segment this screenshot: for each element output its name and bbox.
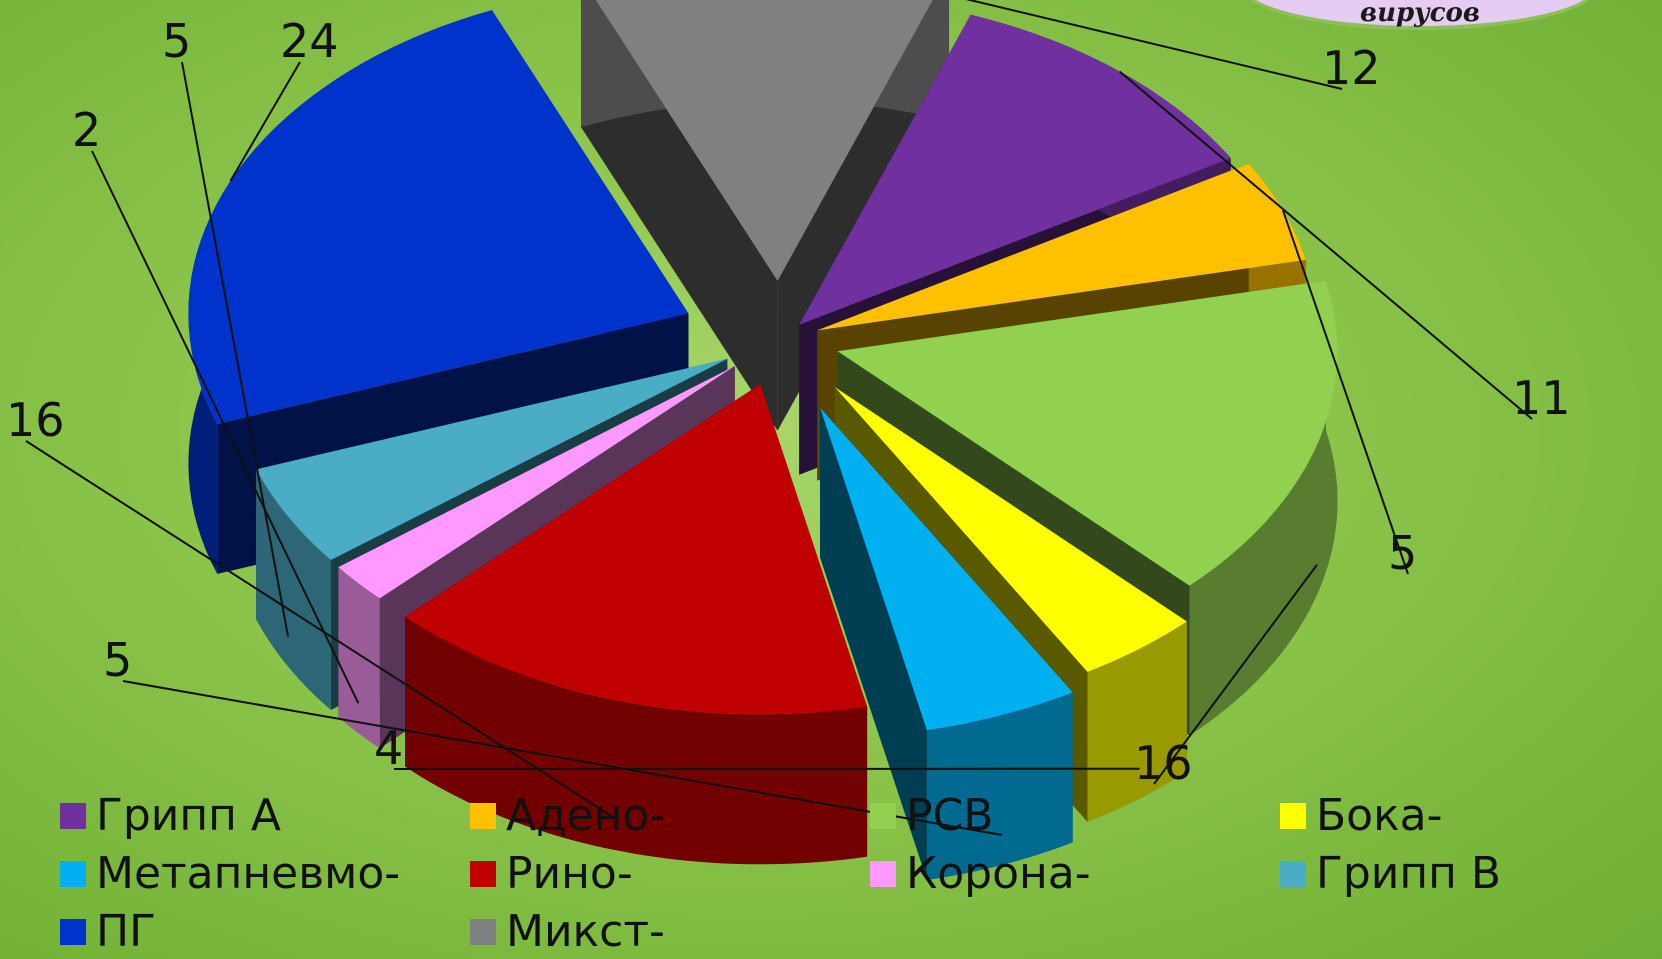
leader-line-10: [965, 0, 1343, 90]
legend-item-9: ПГ: [60, 906, 156, 957]
legend-swatch: [470, 918, 496, 945]
data-label-4: 4: [374, 721, 404, 775]
data-label-10: 12: [1322, 41, 1381, 95]
legend-swatch: [60, 860, 86, 887]
leader-line-7: [91, 150, 360, 704]
legend-item-6: Рино-: [470, 848, 633, 899]
data-label-8: 5: [162, 14, 192, 68]
legend-item-1: Грипп А: [60, 790, 281, 841]
legend-item-8: Грипп В: [1280, 848, 1501, 899]
slice-7-outer-wall: [338, 567, 380, 749]
legend-swatch: [60, 802, 86, 829]
slice-4-top: [834, 387, 1187, 672]
legend-label: Микст-: [506, 906, 665, 957]
data-label-9: 24: [280, 14, 339, 68]
legend-label: Рино-: [506, 848, 633, 899]
slice-6-outer-wall: [405, 616, 868, 865]
data-label-3: 16: [1134, 736, 1193, 790]
legend-label: Адено-: [506, 790, 666, 841]
data-label-5: 5: [103, 633, 133, 687]
data-label-7: 2: [72, 103, 102, 157]
legend-item-3: РСВ: [870, 790, 993, 841]
legend-item-2: Адено-: [470, 790, 665, 841]
legend-label: Бока-: [1316, 790, 1443, 841]
slice-3-top: [837, 280, 1338, 586]
legend-item-5: Метапневмо-: [60, 848, 400, 899]
legend-item-7: Корона-: [870, 848, 1091, 899]
legend-swatch: [1280, 802, 1306, 829]
legend-swatch: [870, 860, 896, 887]
slice-5-outer-wall: [926, 692, 1073, 880]
legend-label: Грипп А: [96, 790, 281, 841]
leader-line-3: [1153, 564, 1318, 785]
legend-swatch: [470, 802, 496, 829]
data-label-2: 5: [1388, 526, 1418, 580]
chart-title: вирусов: [1360, 0, 1480, 28]
legend-label: ПГ: [96, 906, 156, 957]
leader-line-1: [1118, 70, 1533, 420]
leader-line-8: [181, 61, 290, 637]
legend-label: Метапневмо-: [96, 848, 401, 899]
slice-7-top: [338, 366, 735, 599]
legend-swatch: [1280, 860, 1306, 887]
legend-label: Грипп В: [1316, 848, 1502, 899]
leader-line-6: [25, 440, 620, 822]
legend-swatch: [470, 860, 496, 887]
leader-line-9: [229, 61, 301, 182]
slice-6-top: [405, 384, 868, 715]
legend-swatch: [60, 918, 86, 945]
legend-label: РСВ: [906, 790, 994, 841]
slice-3-outer-wall: [1189, 280, 1338, 736]
legend-item-10: Микст-: [470, 906, 665, 957]
legend-item-4: Бока-: [1280, 790, 1443, 841]
data-label-6: 16: [6, 393, 65, 447]
leader-line-2: [1282, 209, 1409, 575]
legend-swatch: [870, 802, 896, 829]
slice-10-top: [595, 0, 933, 281]
slice-5-top: [820, 407, 1073, 730]
slice-5-wall-2: [820, 407, 927, 880]
slice-2-top: [817, 163, 1306, 331]
legend-label: Корона-: [906, 848, 1091, 899]
slice-9-top: [188, 10, 689, 424]
data-label-1: 11: [1512, 371, 1571, 425]
slice-8-top: [256, 358, 728, 561]
leader-line-5: [122, 680, 1003, 836]
slice-1-top: [799, 14, 1231, 325]
